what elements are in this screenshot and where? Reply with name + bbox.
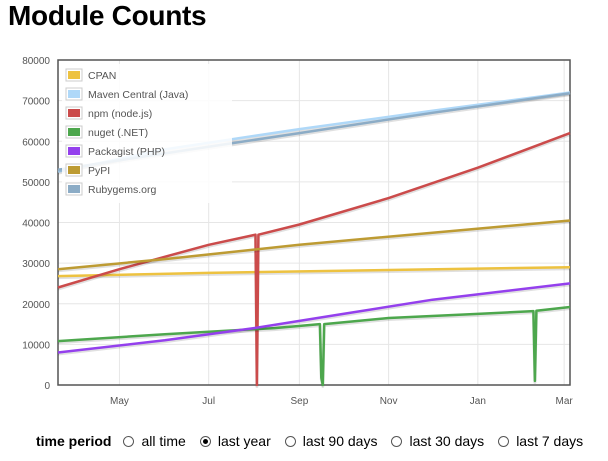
time-period-controls: time period all time last year last 90 d… bbox=[36, 431, 597, 451]
series-line-pypi bbox=[57, 219, 571, 271]
radio-all-time[interactable] bbox=[123, 435, 135, 447]
y-tick-label: 0 bbox=[44, 381, 50, 392]
series-shadow-cpan bbox=[57, 267, 571, 280]
radio-last-7-days[interactable] bbox=[498, 435, 510, 447]
option-label: last 90 days bbox=[302, 433, 378, 449]
legend-swatch-npm-node-js bbox=[68, 109, 80, 117]
legend: CPAN Maven Central (Java) npm (node.js) nug… bbox=[62, 64, 232, 203]
x-tick-label: Mar bbox=[556, 396, 574, 407]
legend-label-packagist-php: Packagist (PHP) bbox=[88, 146, 165, 158]
legend-swatch-cpan bbox=[68, 71, 80, 79]
option-last-year[interactable]: last year bbox=[199, 433, 271, 449]
y-tick-label: 70000 bbox=[22, 97, 50, 108]
y-tick-label: 30000 bbox=[22, 259, 50, 270]
y-axis: 0 10000 20000 30000 40000 50000 60000 70000 8000… bbox=[22, 56, 50, 392]
option-label: last 7 days bbox=[516, 433, 584, 449]
x-tick-label: Jan bbox=[470, 396, 486, 407]
x-axis: May Jul Sep Nov Jan Mar bbox=[110, 396, 573, 407]
y-tick-label: 50000 bbox=[22, 178, 50, 189]
option-all-time[interactable]: all time bbox=[123, 433, 186, 449]
x-tick-label: Jul bbox=[202, 396, 215, 407]
y-tick-label: 60000 bbox=[22, 137, 50, 148]
legend-swatch-maven-central-java bbox=[68, 90, 80, 98]
series-shadow-pypi bbox=[57, 220, 571, 273]
option-last-7-days[interactable]: last 7 days bbox=[498, 433, 583, 449]
legend-label-nuget-net: nuget (.NET) bbox=[88, 127, 148, 139]
series-line-npm-node-js bbox=[57, 131, 571, 387]
x-tick-label: Sep bbox=[290, 396, 308, 407]
option-last-90-days[interactable]: last 90 days bbox=[284, 433, 378, 449]
x-tick-label: Nov bbox=[380, 396, 398, 407]
legend-swatch-packagist-php bbox=[68, 147, 80, 155]
y-tick-label: 80000 bbox=[22, 56, 50, 67]
time-period-label: time period bbox=[36, 433, 112, 449]
series-line-nuget-net bbox=[57, 305, 571, 387]
y-tick-label: 40000 bbox=[22, 219, 50, 230]
plot-frame bbox=[57, 59, 571, 386]
series-line-cpan bbox=[57, 265, 571, 278]
legend-background bbox=[62, 64, 232, 203]
legend-label-pypi: PyPI bbox=[88, 165, 110, 177]
legend-swatch-rubygems-org bbox=[68, 185, 80, 193]
legend-label-npm-node-js: npm (node.js) bbox=[88, 108, 152, 120]
y-tick-label: 10000 bbox=[22, 340, 50, 351]
legend-label-cpan: CPAN bbox=[88, 70, 116, 82]
legend-swatch-nuget-net bbox=[68, 128, 80, 136]
module-counts-chart: 0 10000 20000 30000 40000 50000 60000 70000 8000… bbox=[22, 56, 573, 407]
option-last-30-days[interactable]: last 30 days bbox=[391, 433, 484, 449]
series-line-packagist-php bbox=[57, 282, 571, 354]
radio-last-90-days[interactable] bbox=[284, 435, 296, 447]
option-label: all time bbox=[141, 433, 186, 449]
legend-label-maven-central-java: Maven Central (Java) bbox=[88, 89, 188, 101]
radio-last-30-days[interactable] bbox=[391, 435, 403, 447]
y-tick-label: 20000 bbox=[22, 300, 50, 311]
page-title: Module Counts bbox=[8, 0, 207, 31]
option-label: last year bbox=[217, 433, 271, 449]
legend-swatch-pypi bbox=[68, 166, 80, 174]
option-label: last 30 days bbox=[409, 433, 485, 449]
legend-label-rubygems-org: Rubygems.org bbox=[88, 184, 156, 196]
series-shadow-packagist-php bbox=[57, 283, 571, 356]
x-tick-label: May bbox=[110, 396, 129, 407]
radio-last-year[interactable] bbox=[199, 435, 211, 447]
